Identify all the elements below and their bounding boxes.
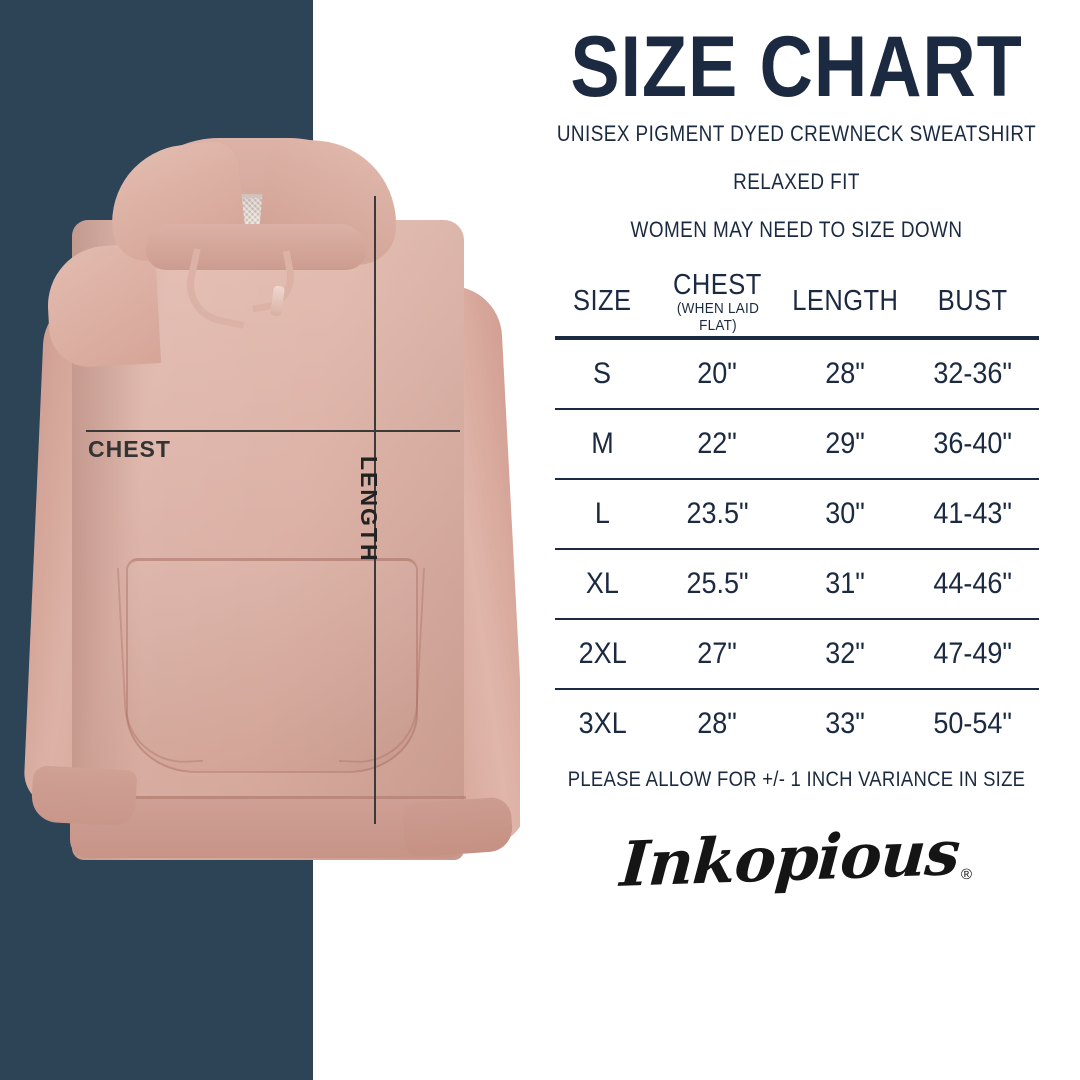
cell-size: XL [554,548,651,620]
cell-length: 31ʺ [784,548,907,620]
length-measure-line [374,196,376,824]
cell-length: 30ʺ [784,478,907,550]
cell-chest: 23.5ʺ [650,478,785,550]
cell-bust: 44-46ʺ [906,548,1039,620]
cell-size: 3XL [578,706,627,740]
cell-chest: 22ʺ [650,408,785,480]
table-row: XL 25.5ʺ 31ʺ 44-46ʺ [554,548,1039,620]
cell-length: 29ʺ [784,408,907,480]
column-header-chest: CHEST (WHEN LAID FLAT) [651,269,785,336]
chest-measure-label: CHEST [88,436,171,462]
cell-chest: 20ʺ [650,337,785,410]
hoodie-bottom-hem [70,796,466,858]
cell-length: 32ʺ [784,618,907,690]
chest-measure-line [86,430,460,432]
subtitle-fit: RELAXED FIT [733,168,860,194]
cell-size: L [554,478,651,550]
column-header-size: SIZE [573,284,632,317]
table-row: S 20ʺ 28ʺ 32-36ʺ [554,337,1039,410]
hoodie-right-cuff [402,796,514,858]
cell-size: S [554,337,651,410]
cell-bust: 47-49ʺ [906,618,1039,690]
cell-bust: 36-40ʺ [906,408,1039,480]
cell-length: 28ʺ [784,337,907,410]
cell-chest: 28ʺ [697,706,738,740]
table-row: 3XL 28ʺ 33ʺ 50-54ʺ [555,689,1039,758]
hoodie-left-cuff [30,765,138,827]
cell-bust: 50-54ʺ [933,706,1012,740]
cell-bust: 41-43ʺ [906,478,1039,550]
brand-logo: Inkopious ® [513,816,1080,901]
table-row: L 23.5ʺ 30ʺ 41-43ʺ [554,478,1039,550]
column-header-length: LENGTH [792,284,899,317]
subtitle-sizing-advice: WOMEN MAY NEED TO SIZE DOWN [630,216,963,242]
page-title: SIZE CHART [570,19,1023,115]
hoodie-collar [146,224,366,270]
table-header-row: SIZE CHEST (WHEN LAID FLAT) LENGTH BUST [555,269,1039,336]
cell-size: M [554,408,651,480]
pink-hoodie-image [22,128,520,868]
cell-length: 33ʺ [825,706,866,740]
hoodie-left-shoulder [44,243,162,369]
hoodie-kangaroo-pocket [126,558,418,773]
table-row: 2XL 27ʺ 32ʺ 47-49ʺ [554,618,1039,690]
registered-trademark-icon: ® [960,865,973,883]
length-measure-label: LENGTH [356,456,382,563]
variance-note: PLEASE ALLOW FOR +/- 1 INCH VARIANCE IN … [567,767,1026,791]
column-header-bust: BUST [937,284,1008,317]
cell-bust: 32-36ʺ [906,337,1039,410]
size-chart-table: SIZE CHEST (WHEN LAID FLAT) LENGTH BUST [554,269,1039,758]
product-image-panel: CHEST LENGTH [0,0,520,1080]
chart-content: SIZE CHART UNISEX PIGMENT DYED CREWNECK … [513,0,1080,1080]
brand-logo-text: Inkopious [618,815,962,901]
table-row: M 22ʺ 29ʺ 36-40ʺ [554,408,1039,480]
cell-size: 2XL [554,618,651,690]
chest-flat-note: (WHEN LAID FLAT) [676,299,759,334]
cell-chest: 25.5ʺ [650,548,785,620]
subtitle-product: UNISEX PIGMENT DYED CREWNECK SWEATSHIRT [556,120,1037,146]
cell-chest: 27ʺ [650,618,785,690]
